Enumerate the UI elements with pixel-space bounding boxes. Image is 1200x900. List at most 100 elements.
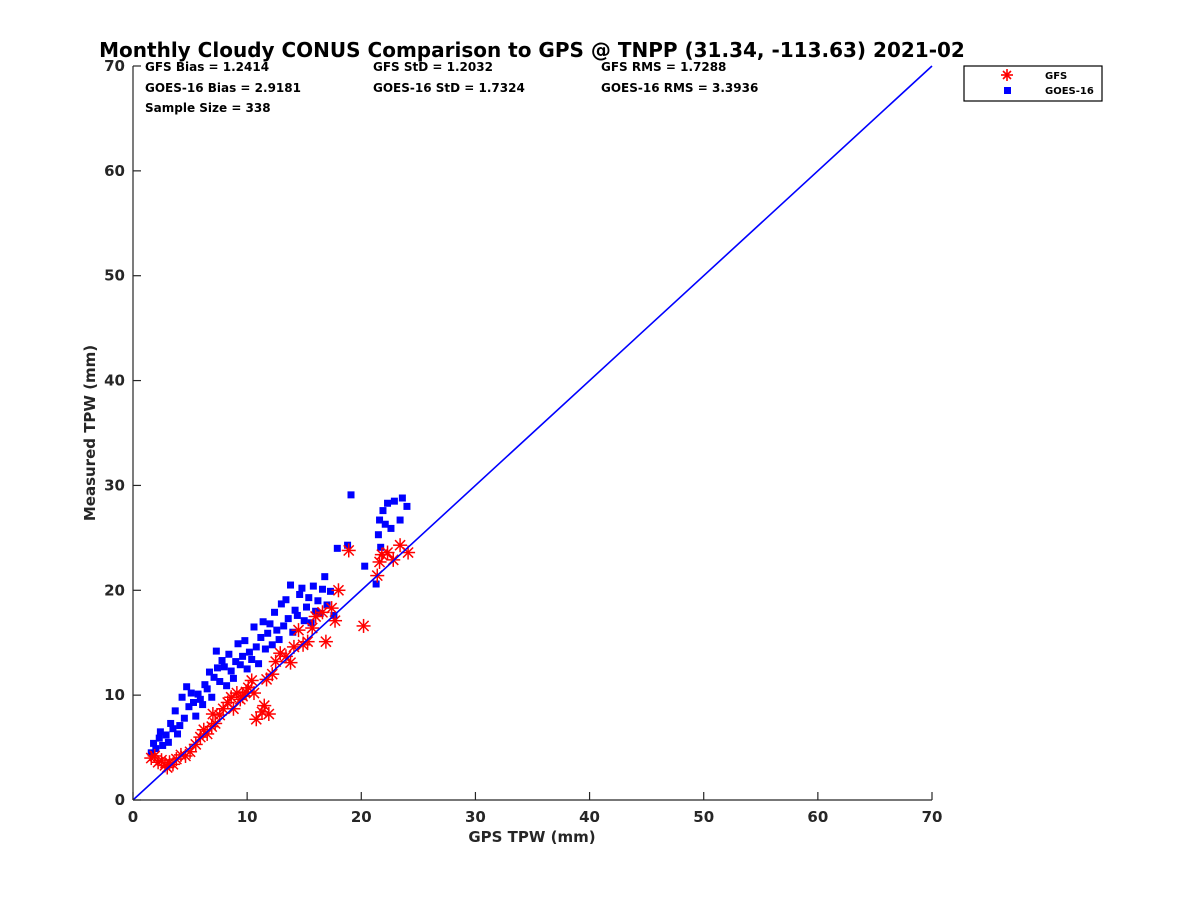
y-tick-label: 0: [115, 791, 125, 809]
y-tick-label: 70: [104, 57, 125, 75]
gfs-point: [257, 698, 272, 713]
goes16-point: [291, 606, 299, 614]
goes16-point: [225, 650, 233, 658]
goes16-point: [298, 584, 306, 592]
gfs-point: [200, 726, 215, 741]
goes16-point: [194, 690, 202, 698]
legend-goes-marker: [1004, 87, 1011, 94]
goes16-point: [377, 543, 385, 551]
stat-goes-rms: GOES-16 RMS = 3.3936: [601, 81, 758, 95]
goes16-point: [344, 541, 352, 549]
goes16-point: [164, 738, 172, 746]
goes16-point: [307, 619, 315, 627]
goes16-point: [223, 682, 231, 690]
x-tick-label: 20: [351, 808, 372, 826]
goes16-point: [321, 573, 329, 581]
legend-box: [963, 65, 1103, 102]
data-points: [144, 491, 416, 775]
goes16-point: [284, 615, 292, 623]
goes16-point: [192, 712, 200, 720]
goes16-point: [169, 725, 177, 733]
goes16-point: [252, 643, 260, 651]
stat-gfs-bias: GFS Bias = 1.2414: [145, 60, 269, 74]
goes16-point: [229, 674, 237, 682]
goes16-point: [300, 617, 308, 625]
y-tick-label: 10: [104, 686, 125, 704]
goes16-point: [384, 499, 392, 507]
goes16-point: [205, 668, 213, 676]
goes16-point: [199, 701, 207, 709]
goes16-point: [302, 603, 310, 611]
goes16-point: [387, 524, 395, 532]
gfs-point: [244, 673, 259, 688]
goes16-point: [296, 590, 304, 598]
goes16-point: [361, 562, 369, 570]
goes16-point: [287, 581, 295, 589]
goes16-point: [196, 695, 204, 703]
legend-label-goes: GOES-16: [1045, 86, 1094, 97]
goes16-point: [227, 667, 235, 675]
goes16-point: [239, 652, 247, 660]
axes: [132, 66, 932, 801]
goes16-point: [282, 596, 290, 604]
goes16-point: [305, 594, 313, 602]
goes16-point: [374, 531, 382, 539]
goes16-point: [257, 633, 265, 641]
y-tick-label: 20: [104, 581, 125, 599]
y-tick-label: 30: [104, 476, 125, 494]
gfs-point: [283, 655, 298, 670]
goes16-point: [266, 620, 274, 628]
stat-goes-std: GOES-16 StD = 1.7324: [373, 81, 525, 95]
goes16-point: [174, 730, 182, 738]
stat-gfs-rms: GFS RMS = 1.7288: [601, 60, 726, 74]
goes16-point: [255, 660, 263, 668]
goes16-point: [210, 673, 218, 681]
goes16-point: [347, 491, 355, 499]
goes16-point: [213, 664, 221, 672]
goes16-point: [185, 703, 193, 711]
goes16-point: [178, 693, 186, 701]
x-tick-label: 70: [922, 808, 943, 826]
gfs-point: [265, 667, 280, 682]
goes16-point: [326, 587, 334, 595]
x-tick-label: 60: [807, 808, 828, 826]
goes16-point: [241, 637, 249, 645]
gfs-point: [328, 613, 343, 628]
goes16-point: [333, 544, 341, 552]
gfs-point: [291, 623, 306, 638]
x-tick-label: 30: [465, 808, 486, 826]
goes16-point: [289, 628, 297, 636]
gfs-point: [341, 543, 356, 558]
x-tick-label: 40: [579, 808, 600, 826]
goes16-point: [236, 661, 244, 669]
goes16-point: [261, 645, 269, 653]
goes16-point: [152, 745, 160, 753]
goes16-point: [187, 689, 195, 697]
goes16-point: [208, 693, 216, 701]
goes16-point: [316, 609, 324, 617]
goes16-point: [167, 719, 175, 727]
goes16-point: [390, 497, 398, 505]
x-axis-label: GPS TPW (mm): [468, 828, 595, 846]
goes16-point: [216, 678, 224, 686]
gfs-point: [305, 621, 320, 636]
gfs-point: [380, 545, 395, 560]
stat-goes-bias: GOES-16 Bias = 2.9181: [145, 81, 301, 95]
goes16-point: [259, 618, 267, 626]
goes16-point: [248, 655, 256, 663]
goes16-point: [381, 520, 389, 528]
goes16-point: [155, 734, 163, 742]
goes16-point: [293, 611, 301, 619]
legend: GFS GOES-16: [963, 65, 1103, 102]
goes16-point: [203, 685, 211, 693]
legend-gfs-marker: [1001, 69, 1013, 81]
y-tick-label: 40: [104, 372, 125, 390]
goes16-point: [245, 648, 253, 656]
gfs-point: [318, 634, 333, 649]
goes16-point: [277, 600, 285, 608]
goes16-point: [379, 507, 387, 515]
goes16-point: [396, 516, 404, 524]
goes16-point: [212, 647, 220, 655]
stat-gfs-std: GFS StD = 1.2032: [373, 60, 493, 74]
